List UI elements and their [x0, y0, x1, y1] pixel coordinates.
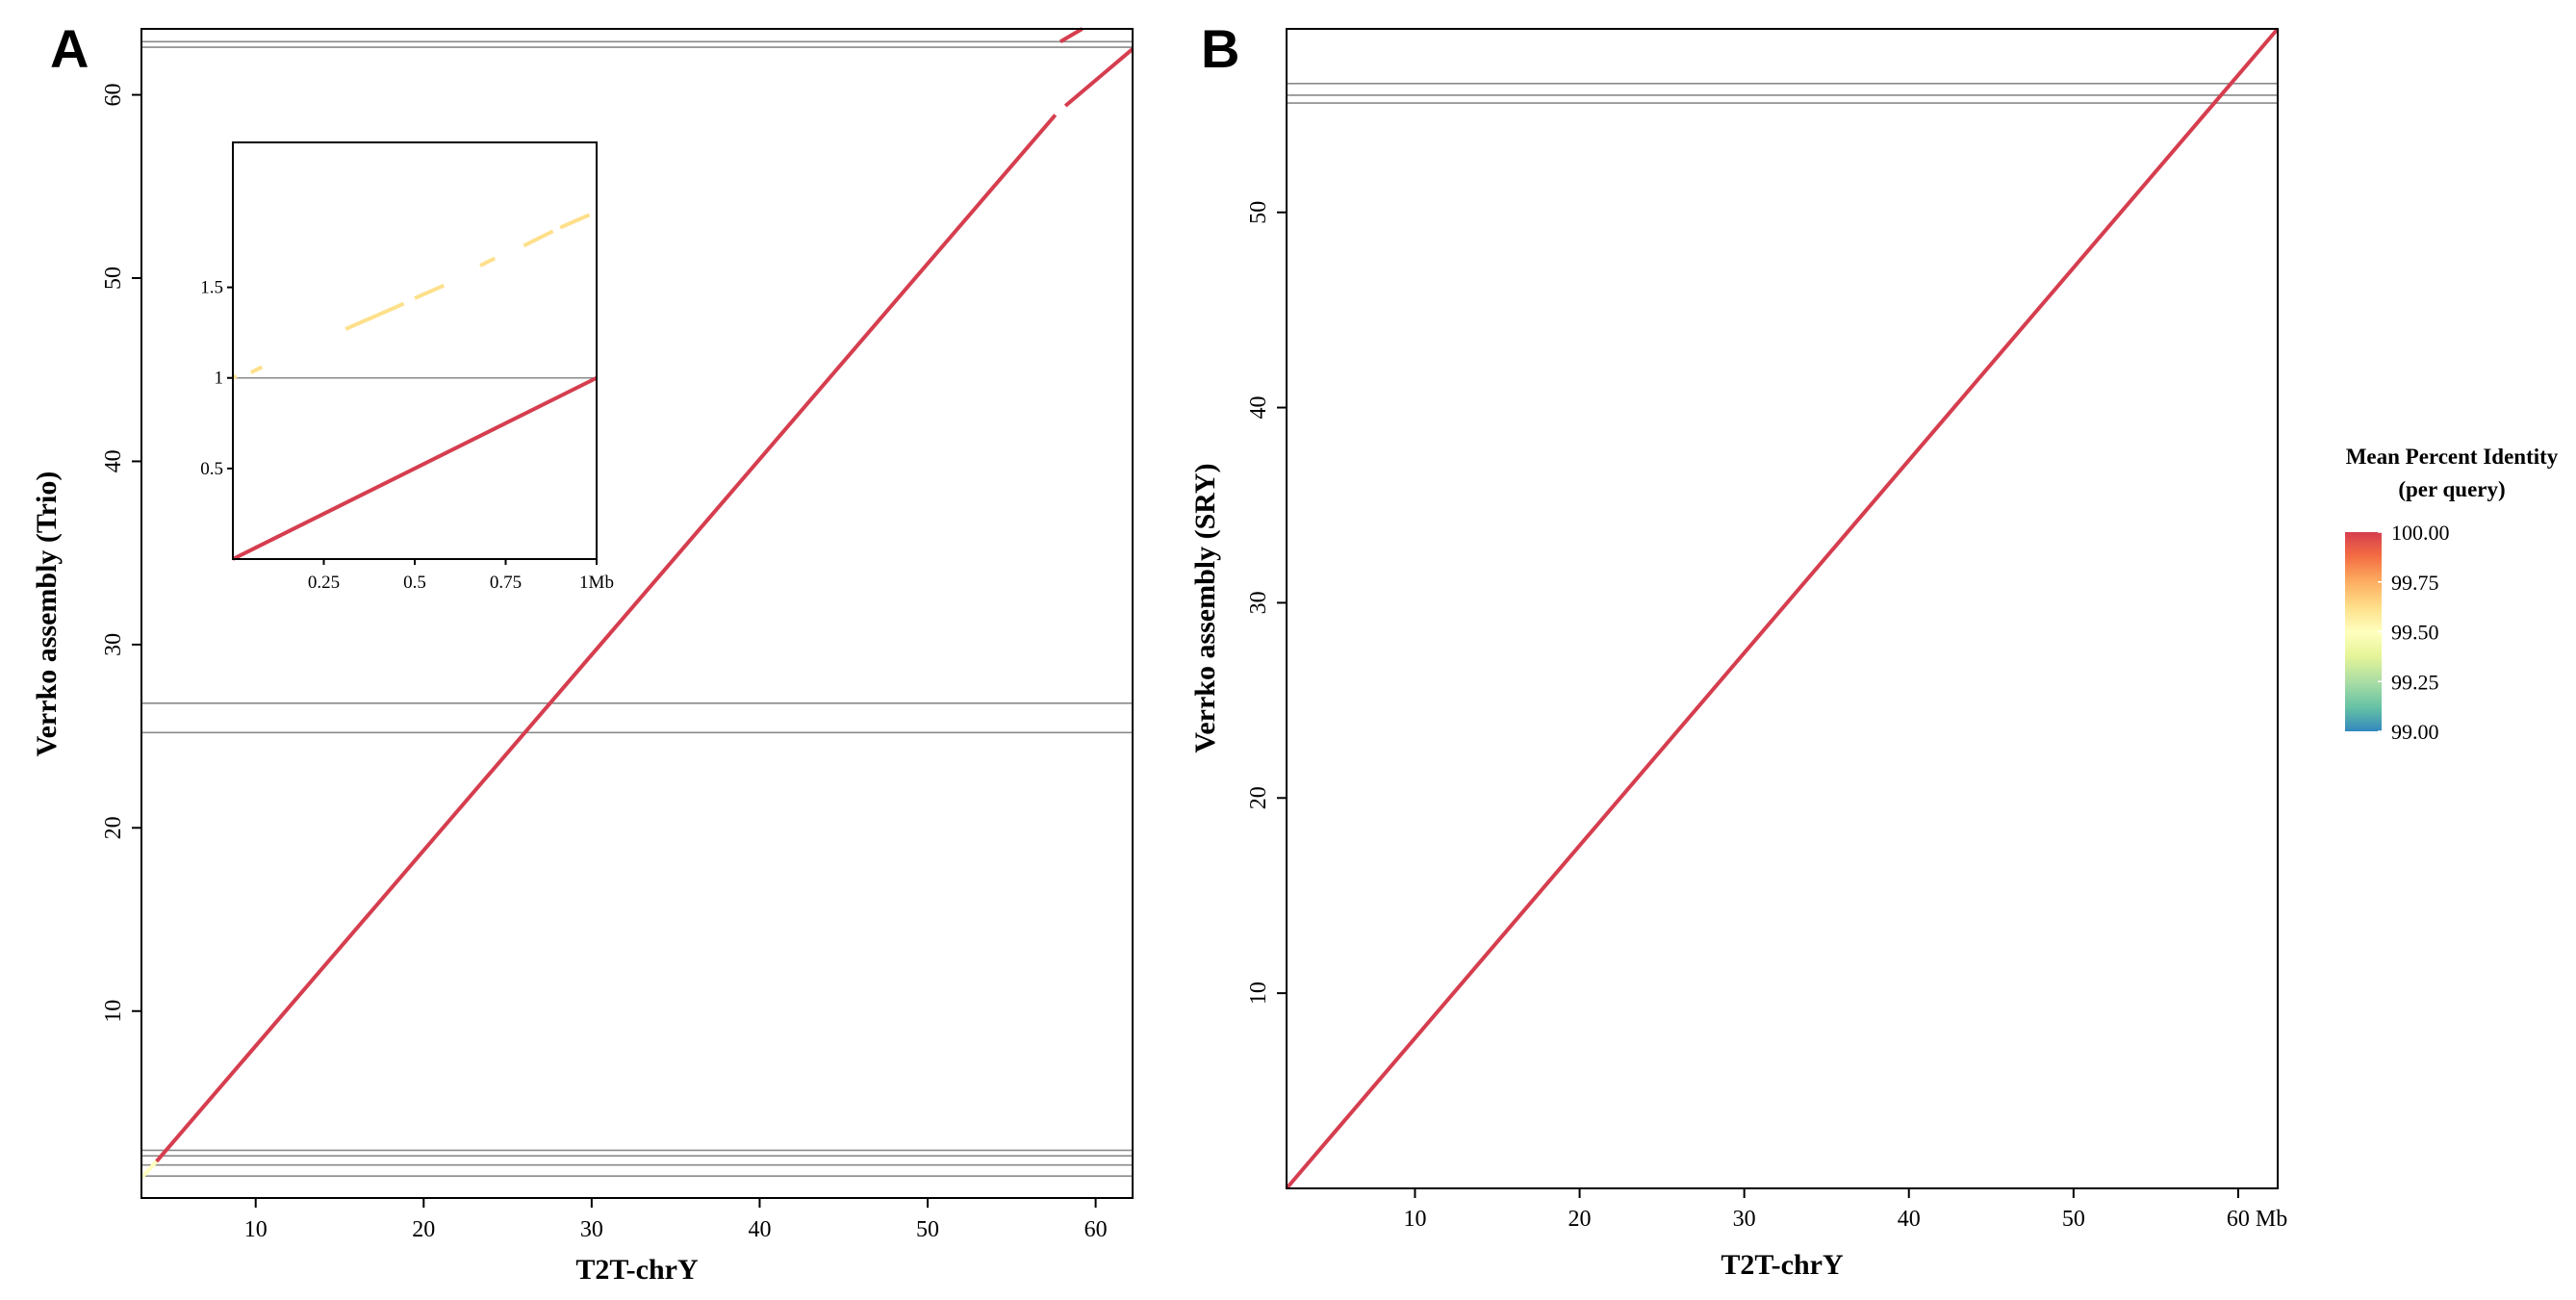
x-tick-label: 10 [1403, 1207, 1426, 1232]
legend-colorbar [2345, 532, 2382, 731]
panel-b-x-label: T2T-chrY [1721, 1249, 1844, 1281]
y-tick-label: 50 [101, 267, 126, 290]
legend-ticks: 100.00 99.75 99.50 99.25 99.00 [2378, 521, 2450, 744]
y-tick-label: 50 [1246, 201, 1271, 224]
y-tick-label: 60 [101, 84, 126, 107]
panel-b-frame [1286, 28, 2279, 1189]
alignment-segment [344, 301, 405, 331]
x-tick-label: 0.5 [403, 573, 426, 593]
panel-a-y-axis: 10 20 30 40 50 60 [101, 84, 141, 1023]
x-tick-label: 60 [1084, 1217, 1108, 1242]
x-tick-label: 50 [916, 1217, 939, 1242]
alignment-segment [232, 375, 598, 561]
y-tick-label: 1 [215, 369, 224, 389]
panel-a-frame [140, 28, 1134, 1199]
y-tick-label: 0.5 [200, 459, 223, 479]
alignment-segment [523, 229, 554, 248]
panel-b-y-axis: 10 20 30 40 50 [1246, 201, 1287, 1005]
inset-y-axis: 0.5 1 1.5 [200, 278, 233, 479]
legend-tick-label: 99.75 [2391, 571, 2439, 595]
y-tick-label: 30 [1246, 591, 1271, 614]
y-tick-label: 30 [101, 633, 126, 656]
legend-title-line1: Mean Percent Identity [2346, 445, 2559, 469]
legend-title-line2: (per query) [2398, 477, 2505, 501]
y-tick-label: 20 [1246, 786, 1271, 809]
panel-a-x-axis: 10 20 30 40 50 60 [244, 1198, 1108, 1242]
y-tick-label: 10 [101, 1000, 126, 1023]
alignment-segment [250, 365, 264, 374]
alignment-segment [479, 256, 497, 268]
inset-x-axis: 0.25 0.5 0.75 1Mb [308, 559, 614, 593]
legend-tick-label: 100.00 [2391, 521, 2450, 545]
x-tick-label: 10 [244, 1217, 268, 1242]
alignment-segment [559, 213, 591, 230]
x-tick-label: 20 [1569, 1207, 1592, 1232]
y-tick-label: 1.5 [200, 278, 223, 298]
alignment-segment [1285, 27, 2280, 1190]
legend-tick-label: 99.00 [2391, 720, 2439, 744]
x-tick-label: 30 [580, 1217, 603, 1242]
alignment-segment [414, 283, 446, 300]
y-tick-label: 40 [1246, 396, 1271, 420]
panel-b-y-label: Verrko assembly (SRY) [1189, 463, 1221, 752]
x-tick-label: 30 [1733, 1207, 1756, 1232]
y-tick-label: 10 [1246, 981, 1271, 1005]
panel-a-letter: A [50, 18, 89, 79]
x-tick-label: 40 [748, 1217, 771, 1242]
alignment-segment [1063, 47, 1135, 108]
x-tick-label: 1Mb [579, 573, 614, 593]
legend-tick-label: 99.50 [2391, 621, 2439, 645]
panel-b-x-axis: 10 20 30 40 50 60 Mb [1403, 1188, 2287, 1232]
panel-a-boundary-lines [141, 40, 1133, 1177]
panel-b-letter: B [1201, 18, 1239, 79]
x-tick-label: 60 Mb [2227, 1207, 2287, 1232]
panel-a-x-label: T2T-chrY [575, 1254, 699, 1286]
panel-a: A 10 20 30 40 50 60 10 20 30 40 50 60 T2T-chrY Ver… [31, 18, 1135, 1286]
panel-b-boundary-lines [1287, 83, 2278, 104]
legend-tick-label: 99.25 [2391, 670, 2439, 694]
x-tick-label: 0.25 [308, 573, 340, 593]
inset-background [233, 142, 597, 559]
panel-a-inset: 0.25 0.5 0.75 1Mb 0.5 1 1.5 [200, 141, 614, 593]
inset-alignments [232, 213, 598, 561]
y-tick-label: 20 [101, 816, 126, 839]
y-tick-label: 40 [101, 449, 126, 472]
x-tick-label: 50 [2062, 1207, 2085, 1232]
panel-b: B 10 20 30 40 50 60 Mb 10 20 30 40 50 T2T-chrY Ve… [1189, 18, 2287, 1281]
panel-a-y-label: Verrko assembly (Trio) [31, 472, 63, 757]
x-tick-label: 40 [1898, 1207, 1921, 1232]
x-tick-label: 0.75 [490, 573, 522, 593]
identity-legend: Mean Percent Identity (per query) 100.00… [2345, 445, 2559, 744]
x-tick-label: 20 [412, 1217, 435, 1242]
alignment-segment [155, 114, 1058, 1163]
panel-a-alignments [140, 27, 1135, 1180]
alignment-segment [140, 1160, 159, 1180]
alignment-segment [1058, 27, 1084, 44]
panel-b-alignments [1285, 27, 2280, 1190]
